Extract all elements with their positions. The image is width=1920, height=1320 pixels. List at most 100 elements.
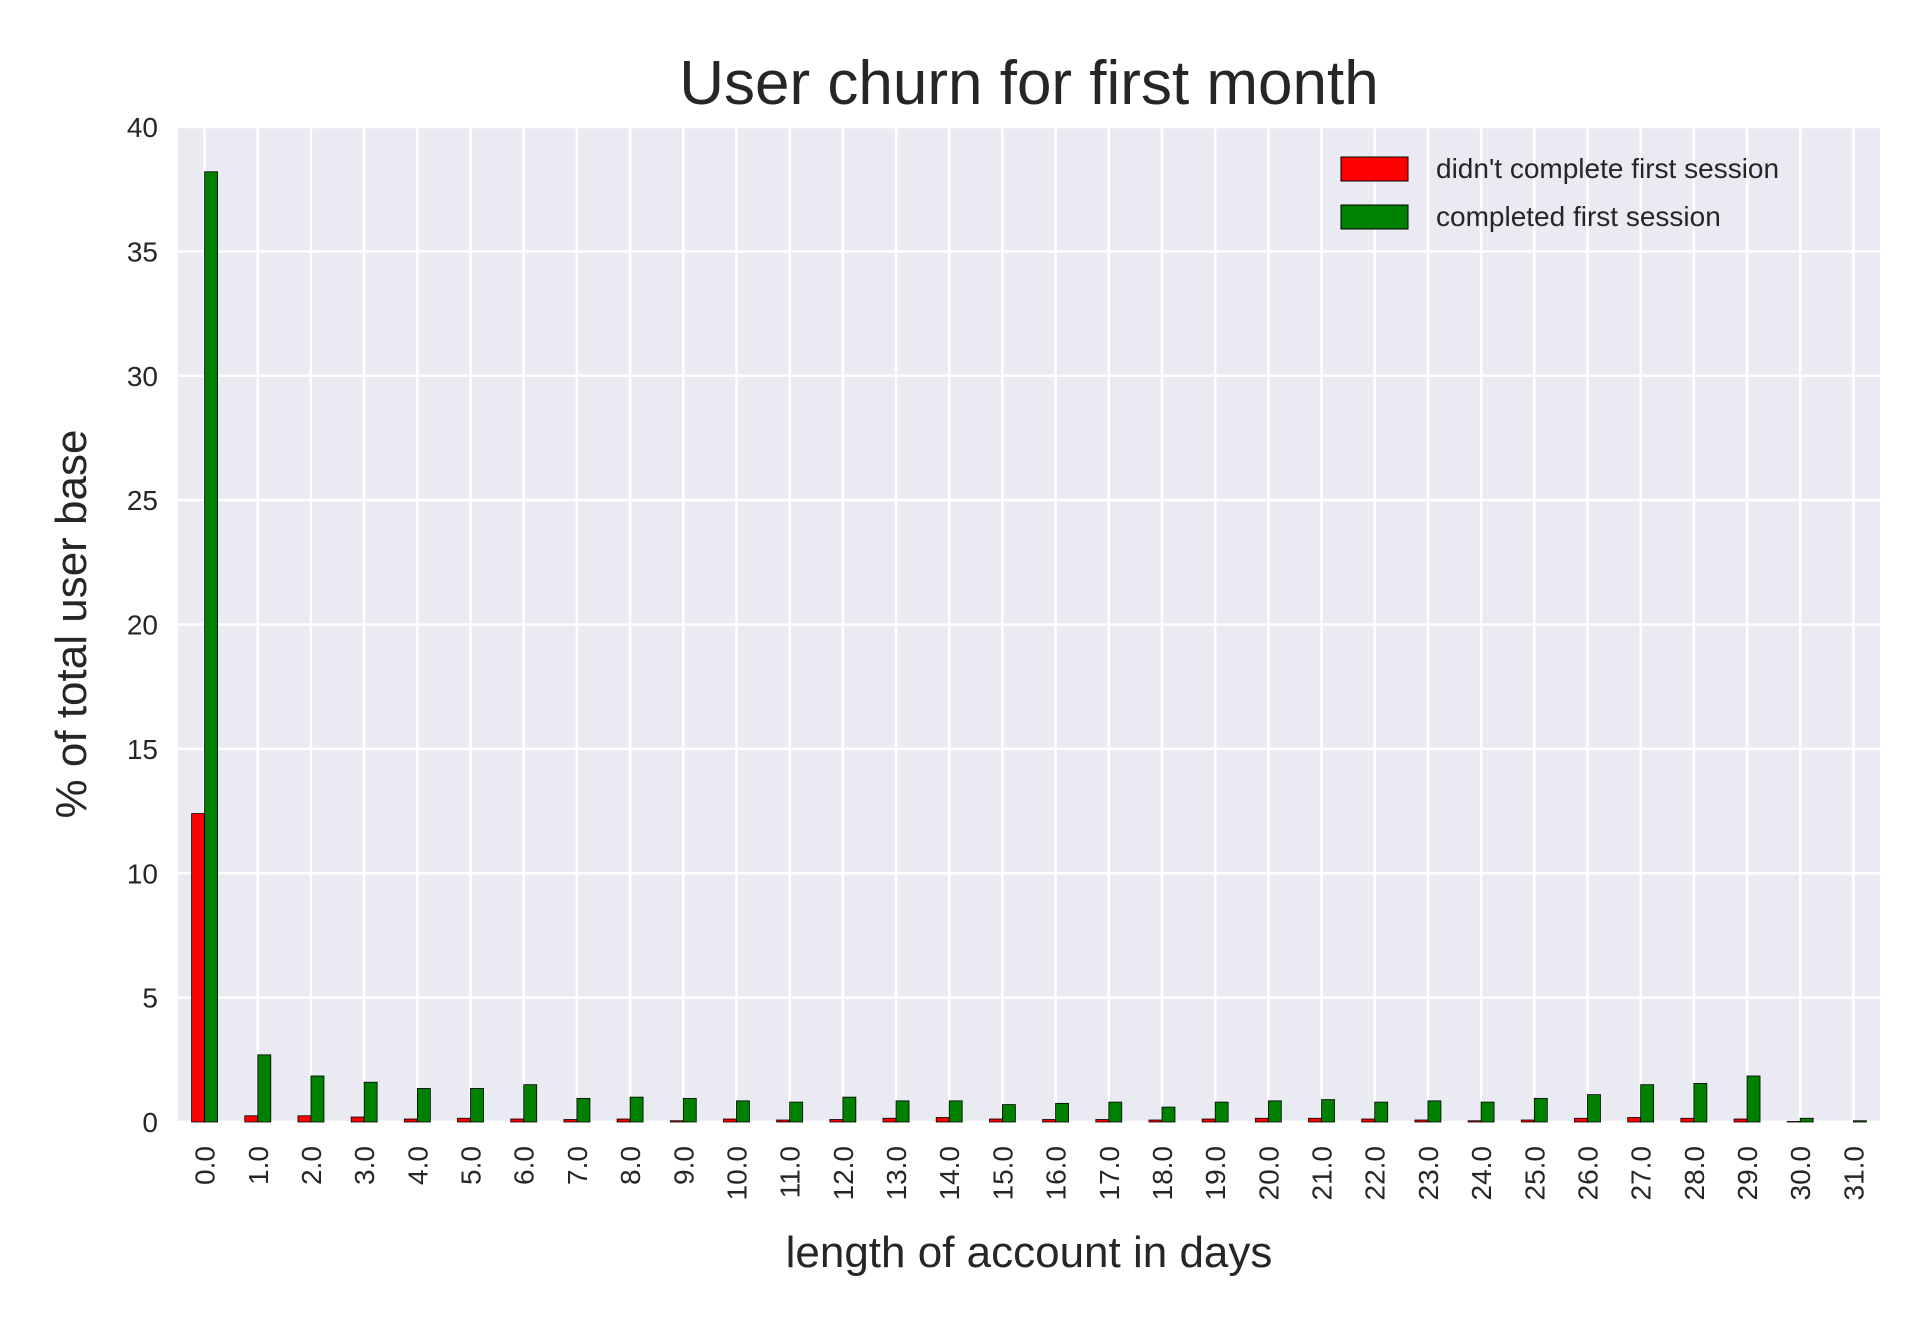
- x-tick-label: 30.0: [1785, 1146, 1816, 1201]
- x-axis-label: length of account in days: [786, 1228, 1273, 1277]
- bar-completed-19.0: [1214, 1101, 1229, 1123]
- x-tick-label: 19.0: [1200, 1146, 1231, 1201]
- bar-completed-3.0: [363, 1081, 378, 1123]
- bar-completed-29.0: [1746, 1075, 1761, 1123]
- x-tick-label: 7.0: [562, 1146, 593, 1185]
- bar-didnt-complete-21.0: [1308, 1117, 1322, 1123]
- bar-didnt-complete-19.0: [1201, 1118, 1216, 1123]
- bar-didnt-complete-20.0: [1254, 1117, 1269, 1123]
- x-tick-label: 8.0: [615, 1146, 646, 1185]
- x-tick-label: 20.0: [1253, 1146, 1284, 1201]
- y-axis-ticks: 0 5 10 15 20 25 30 35 40: [127, 112, 158, 1138]
- y-tick-label: 35: [127, 236, 158, 267]
- bar-completed-22.0: [1374, 1101, 1389, 1123]
- bar-completed-0.0: [204, 171, 218, 1123]
- x-tick-label: 13.0: [881, 1146, 912, 1201]
- bar-completed-31.0: [1853, 1120, 1867, 1123]
- bar-didnt-complete-13.0: [882, 1117, 897, 1123]
- y-axis-label: % of total user base: [47, 430, 96, 819]
- bar-completed-30.0: [1799, 1117, 1814, 1123]
- bar-didnt-complete-4.0: [403, 1118, 418, 1123]
- x-tick-label: 6.0: [509, 1146, 540, 1185]
- bar-didnt-complete-24.0: [1467, 1120, 1482, 1123]
- x-tick-label: 16.0: [1041, 1146, 1072, 1201]
- bar-didnt-complete-2.0: [297, 1115, 312, 1123]
- x-tick-label: 31.0: [1838, 1146, 1869, 1201]
- x-tick-label: 17.0: [1094, 1146, 1125, 1201]
- bar-didnt-complete-7.0: [563, 1119, 578, 1123]
- bar-didnt-complete-10.0: [723, 1118, 737, 1123]
- bar-didnt-complete-15.0: [989, 1118, 1003, 1123]
- bar-didnt-complete-23.0: [1414, 1119, 1429, 1123]
- legend-label-didnt-complete: didn't complete first session: [1436, 153, 1779, 184]
- x-tick-label: 22.0: [1360, 1146, 1391, 1201]
- bar-completed-1.0: [257, 1054, 272, 1123]
- x-tick-label: 14.0: [934, 1146, 965, 1201]
- x-tick-label: 28.0: [1679, 1146, 1710, 1201]
- bar-completed-23.0: [1427, 1100, 1442, 1123]
- bar-completed-28.0: [1693, 1083, 1708, 1123]
- x-tick-label: 3.0: [349, 1146, 380, 1185]
- chart-title: User churn for first month: [679, 49, 1378, 118]
- x-tick-label: 2.0: [296, 1146, 327, 1185]
- y-tick-label: 40: [127, 112, 158, 143]
- bar-didnt-complete-22.0: [1361, 1118, 1376, 1123]
- bar-didnt-complete-3.0: [350, 1116, 365, 1123]
- bar-completed-9.0: [682, 1097, 697, 1123]
- bar-marks: [191, 171, 1867, 1123]
- legend-label-completed: completed first session: [1436, 201, 1721, 232]
- bar-completed-15.0: [1002, 1104, 1016, 1123]
- x-tick-label: 0.0: [190, 1146, 221, 1185]
- y-tick-label: 30: [127, 361, 158, 392]
- bar-completed-14.0: [948, 1100, 963, 1123]
- bar-didnt-complete-9.0: [669, 1120, 684, 1123]
- chart-legend: didn't complete first session completed …: [1340, 153, 1779, 232]
- y-tick-label: 0: [142, 1107, 158, 1138]
- bar-completed-25.0: [1533, 1097, 1548, 1123]
- x-tick-label: 4.0: [402, 1146, 433, 1185]
- x-tick-label: 15.0: [987, 1146, 1018, 1201]
- x-tick-label: 25.0: [1519, 1146, 1550, 1201]
- bar-completed-8.0: [629, 1096, 644, 1123]
- bar-completed-11.0: [789, 1101, 804, 1123]
- bar-completed-20.0: [1267, 1100, 1282, 1123]
- bar-completed-27.0: [1640, 1084, 1655, 1123]
- bar-completed-16.0: [1055, 1102, 1069, 1123]
- x-axis-ticks: 0.0 1.0 2.0 3.0 4.0 5.0 6.0 7.0 8.0 9.0 10.0 11.0 12…: [190, 1146, 1870, 1201]
- x-tick-label: 26.0: [1572, 1146, 1603, 1201]
- x-tick-label: 9.0: [668, 1146, 699, 1185]
- bar-didnt-complete-27.0: [1627, 1117, 1642, 1123]
- x-tick-label: 18.0: [1147, 1146, 1178, 1201]
- bar-didnt-complete-8.0: [616, 1118, 631, 1123]
- y-tick-label: 20: [127, 610, 158, 641]
- bar-completed-21.0: [1321, 1099, 1335, 1123]
- y-tick-label: 25: [127, 485, 158, 516]
- bar-didnt-complete-25.0: [1520, 1119, 1535, 1123]
- x-tick-label: 29.0: [1732, 1146, 1763, 1201]
- y-tick-label: 10: [127, 858, 158, 889]
- bar-didnt-complete-11.0: [776, 1119, 791, 1123]
- y-tick-label: 15: [127, 734, 158, 765]
- bar-didnt-complete-1.0: [244, 1115, 259, 1123]
- bar-completed-5.0: [470, 1088, 484, 1123]
- bar-completed-24.0: [1480, 1101, 1495, 1123]
- bar-completed-7.0: [576, 1097, 591, 1123]
- bar-completed-4.0: [416, 1088, 431, 1123]
- x-tick-label: 10.0: [721, 1146, 752, 1201]
- bar-completed-26.0: [1587, 1094, 1601, 1123]
- x-tick-label: 5.0: [456, 1146, 487, 1185]
- legend-swatch-completed: [1340, 204, 1409, 230]
- x-tick-label: 27.0: [1626, 1146, 1657, 1201]
- x-tick-label: 12.0: [828, 1146, 859, 1201]
- bar-completed-2.0: [310, 1075, 325, 1123]
- x-tick-label: 21.0: [1307, 1146, 1338, 1201]
- bar-didnt-complete-16.0: [1042, 1119, 1056, 1123]
- bar-didnt-complete-5.0: [457, 1117, 471, 1123]
- bar-didnt-complete-18.0: [1148, 1119, 1163, 1123]
- bar-didnt-complete-28.0: [1680, 1117, 1695, 1123]
- bar-didnt-complete-14.0: [935, 1117, 950, 1123]
- bar-didnt-complete-12.0: [829, 1119, 844, 1123]
- bar-completed-10.0: [736, 1100, 750, 1123]
- bar-didnt-complete-6.0: [510, 1118, 525, 1123]
